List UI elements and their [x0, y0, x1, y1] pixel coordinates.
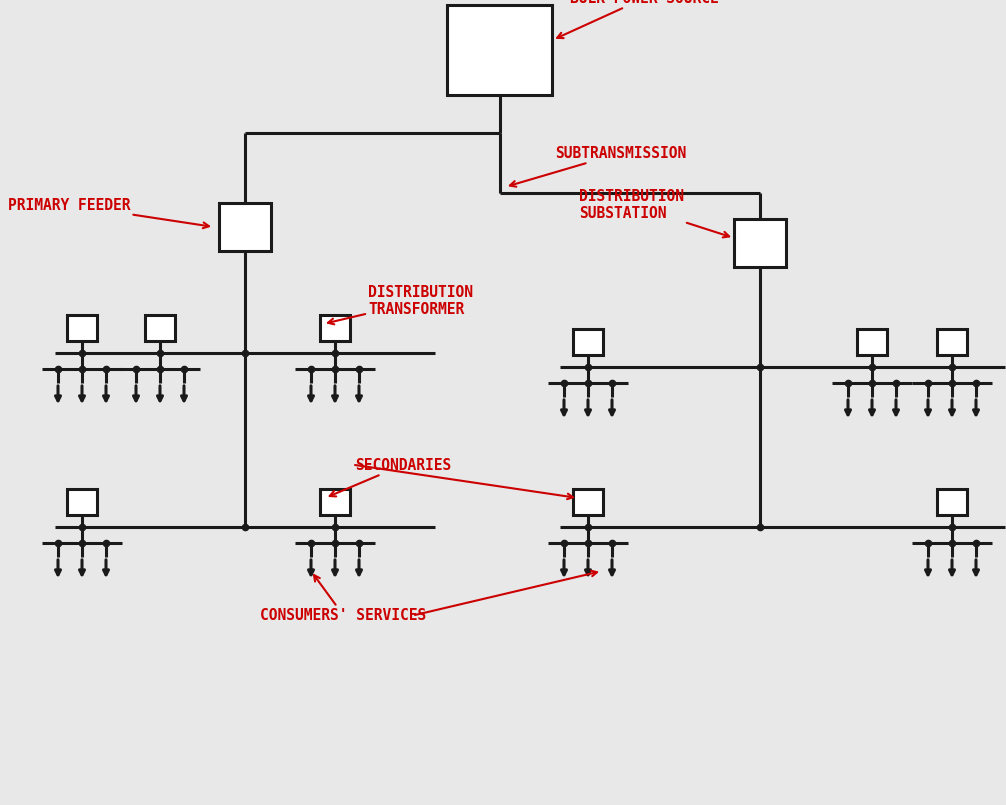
Text: DISTRIBUTION
TRANSFORMER: DISTRIBUTION TRANSFORMER — [328, 285, 473, 324]
Bar — [937, 489, 967, 515]
Bar — [67, 489, 97, 515]
Text: CONSUMERS' SERVICES: CONSUMERS' SERVICES — [260, 575, 427, 622]
Text: DISTRIBUTION
SUBSTATION: DISTRIBUTION SUBSTATION — [579, 189, 729, 237]
Bar — [145, 315, 175, 341]
Bar — [67, 315, 97, 341]
Bar — [937, 329, 967, 355]
Text: PRIMARY FEEDER: PRIMARY FEEDER — [8, 197, 209, 229]
Text: SUBTRANSMISSION: SUBTRANSMISSION — [510, 146, 686, 187]
Text: BULK POWER SOURCE: BULK POWER SOURCE — [557, 0, 719, 38]
Bar — [448, 5, 552, 95]
Bar — [573, 489, 603, 515]
Text: SECONDARIES: SECONDARIES — [330, 457, 452, 497]
Bar — [573, 329, 603, 355]
Bar — [219, 203, 271, 251]
Bar — [734, 219, 786, 267]
Bar — [320, 315, 350, 341]
Bar — [320, 489, 350, 515]
Bar — [857, 329, 887, 355]
